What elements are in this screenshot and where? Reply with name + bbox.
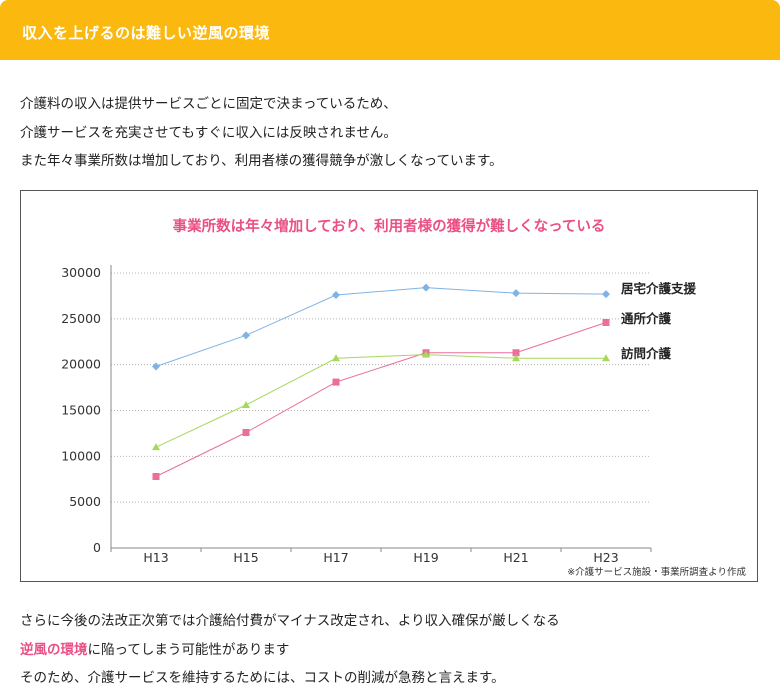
data-point	[152, 443, 160, 451]
intro-text: 介護料の収入は提供サービスごとに固定で決まっているため、 介護サービスを充実させ…	[20, 90, 503, 176]
series-line	[155, 354, 606, 448]
section-title: 収入を上げるのは難しい逆風の環境	[22, 24, 271, 42]
data-point	[332, 378, 340, 386]
data-point	[602, 290, 610, 299]
x-tick-label: H21	[503, 550, 528, 565]
series-line	[155, 287, 607, 367]
data-point	[242, 401, 250, 408]
intro-line-1: 介護料の収入は提供サービスごとに固定で決まっているため、	[20, 96, 397, 112]
chart-title: 事業所数は年々増加しており、利用者様の獲得が難しくなっている	[172, 219, 606, 235]
y-tick-label: 10000	[61, 448, 101, 463]
outro-line-2-rest: に陥ってしまう可能性があります	[87, 641, 290, 658]
data-point	[242, 331, 250, 340]
data-point	[422, 283, 430, 292]
data-point	[602, 319, 610, 326]
data-point	[602, 354, 610, 362]
intro-line-2: 介護サービスを充実させてもすぐに収入には反映されません。	[20, 124, 397, 141]
y-tick-label: 0	[93, 540, 101, 555]
data-point	[332, 354, 340, 362]
y-tick-label: 30000	[61, 265, 101, 280]
y-tick-label: 25000	[61, 311, 101, 326]
data-point	[512, 289, 520, 298]
data-point	[152, 473, 160, 480]
intro-line-3: また年々事業所数は増加しており、利用者様の獲得競争が激しくなっています。	[20, 153, 503, 169]
data-point	[422, 350, 430, 358]
x-tick-label: H17	[323, 550, 348, 565]
data-point	[332, 291, 340, 299]
line-chart: 0 5000 10000 15000 20000 25000 30000 H13 H15 H17 H…	[61, 265, 697, 565]
series-label: 通所介護	[621, 311, 672, 326]
y-tick-label: 15000	[61, 403, 101, 418]
data-point	[512, 349, 520, 357]
y-tick-label: 5000	[69, 494, 101, 509]
y-tick-label: 20000	[61, 357, 101, 372]
data-point	[152, 362, 160, 371]
outro-line-2: 逆風の環境に陥ってしまう可能性があります	[20, 636, 560, 665]
chart-panel: 0 5000 10000 15000 20000 25000 30000 H13 H15 H17 H…	[20, 190, 758, 582]
section-header: 収入を上げるのは難しい逆風の環境	[0, 0, 780, 60]
outro-text: さらに今後の法改正次第では介護給付費がマイナス改定され、より収入確保が厳しくなる…	[20, 607, 560, 693]
data-point	[512, 354, 520, 362]
outro-line-3: そのため、介護サービスを維持するためには、コストの削減が急務と言えます。	[20, 670, 505, 686]
data-point	[242, 429, 250, 436]
series-label: 居宅介護支援	[621, 281, 697, 296]
x-tick-label: H13	[143, 550, 168, 565]
x-tick-label: H23	[593, 550, 618, 565]
x-tick-label: H19	[413, 550, 438, 565]
highlight-phrase: 逆風の環境	[20, 641, 88, 658]
outro-line-1: さらに今後の法改正次第では介護給付費がマイナス改定され、より収入確保が厳しくなる	[20, 613, 560, 629]
series-label: 訪問介護	[621, 346, 672, 361]
series-line	[155, 322, 607, 477]
source-note: ※介護サービス施設・事業所調査より作成	[567, 567, 746, 578]
x-tick-label: H15	[233, 550, 258, 565]
